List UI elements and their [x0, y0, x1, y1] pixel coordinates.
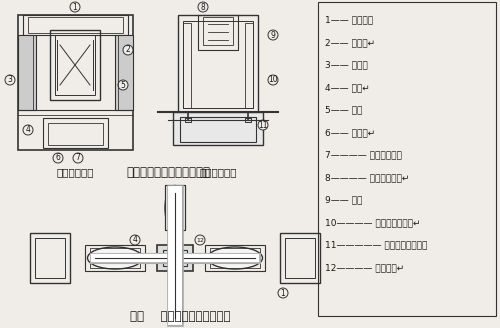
Text: 下口竖剖节点: 下口竖剖节点: [199, 167, 237, 177]
Circle shape: [70, 2, 80, 12]
Bar: [163, 250, 187, 266]
Text: 图三新型地弹簧门竖剖节点: 图三新型地弹簧门竖剖节点: [126, 167, 210, 179]
Circle shape: [130, 235, 140, 245]
Bar: [203, 17, 233, 45]
Ellipse shape: [208, 247, 262, 269]
Bar: [205, 245, 265, 271]
Bar: [23, 15, 128, 35]
Text: 10: 10: [268, 75, 278, 85]
Circle shape: [23, 125, 33, 135]
Bar: [185, 118, 191, 122]
Bar: [50, 30, 100, 100]
Bar: [245, 118, 251, 122]
Bar: [198, 15, 238, 50]
Text: 7: 7: [76, 154, 80, 162]
Text: 7———— 玻璃内侧胶条: 7———— 玻璃内侧胶条: [325, 151, 402, 159]
Text: 5—— 毛条: 5—— 毛条: [325, 106, 362, 114]
Bar: [55, 35, 95, 95]
Bar: [183, 23, 191, 108]
Text: 4—— 门扇↵: 4—— 门扇↵: [325, 83, 370, 92]
Text: 8———— 玻璃外侧胶条↵: 8———— 玻璃外侧胶条↵: [325, 173, 409, 182]
Circle shape: [73, 153, 83, 163]
Text: 8: 8: [200, 3, 205, 11]
Text: 2—— 加强件↵: 2—— 加强件↵: [325, 38, 375, 47]
Circle shape: [198, 2, 208, 12]
Text: 5: 5: [120, 80, 126, 90]
Circle shape: [268, 30, 278, 40]
Bar: [30, 233, 70, 283]
Bar: [183, 21, 253, 108]
Bar: [165, 185, 185, 230]
Text: 4: 4: [26, 126, 30, 134]
Circle shape: [118, 80, 128, 90]
Bar: [18, 15, 133, 150]
Bar: [280, 233, 320, 283]
Bar: [48, 123, 103, 145]
Text: 图四    新型地弹簧门横剖节点: 图四 新型地弹簧门横剖节点: [130, 310, 230, 322]
Circle shape: [268, 75, 278, 85]
Text: 4: 4: [132, 236, 138, 244]
Text: 12———— 密封胶条↵: 12———— 密封胶条↵: [325, 263, 404, 272]
Bar: [318, 2, 496, 316]
Bar: [85, 245, 145, 271]
Text: 1: 1: [280, 289, 285, 297]
Bar: [165, 185, 185, 230]
Circle shape: [258, 120, 268, 130]
Bar: [157, 245, 193, 271]
Bar: [18, 35, 36, 110]
Text: 10———— 门顶、底密封条↵: 10———— 门顶、底密封条↵: [325, 218, 420, 227]
Bar: [115, 35, 133, 110]
Text: 3: 3: [8, 75, 12, 85]
Circle shape: [5, 75, 15, 85]
Bar: [90, 248, 140, 268]
Text: 3—— 转搭料: 3—— 转搭料: [325, 60, 368, 70]
Text: 2: 2: [126, 46, 130, 54]
Bar: [173, 112, 263, 145]
Circle shape: [278, 288, 288, 298]
Text: 12: 12: [196, 237, 204, 242]
Circle shape: [195, 235, 205, 245]
Circle shape: [123, 45, 133, 55]
Text: 6: 6: [56, 154, 60, 162]
Text: 6—— 玻璃垫↵: 6—— 玻璃垫↵: [325, 128, 375, 137]
Text: 上口竖剖节点: 上口竖剖节点: [56, 167, 94, 177]
Ellipse shape: [88, 247, 142, 269]
Bar: [210, 248, 260, 268]
Bar: [43, 118, 108, 148]
Bar: [245, 23, 253, 108]
Text: 1—— 加强门框: 1—— 加强门框: [325, 15, 373, 25]
Bar: [35, 238, 65, 278]
Text: 9: 9: [270, 31, 276, 39]
Text: 9—— 压线: 9—— 压线: [325, 195, 362, 204]
Text: 11————— 地埋式地弹簧五金: 11————— 地埋式地弹簧五金: [325, 240, 428, 250]
Bar: [28, 17, 123, 33]
Text: 1: 1: [72, 3, 78, 11]
Bar: [178, 15, 258, 112]
Bar: [285, 238, 315, 278]
Bar: [180, 117, 256, 142]
Text: 11: 11: [258, 120, 268, 130]
Circle shape: [53, 153, 63, 163]
Ellipse shape: [165, 186, 185, 231]
